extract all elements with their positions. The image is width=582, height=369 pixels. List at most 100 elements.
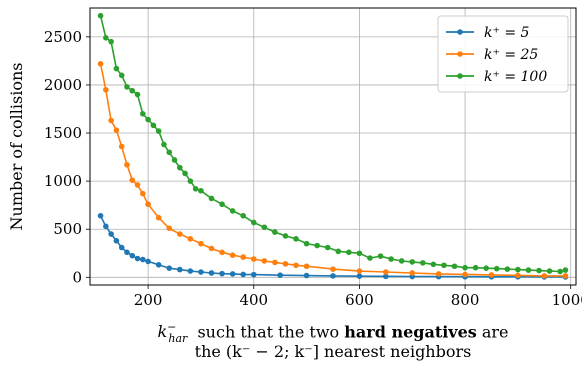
data-point: [261, 258, 268, 264]
data-point: [177, 231, 183, 237]
data-point: [219, 270, 225, 277]
legend: k⁺ = 5 k⁺ = 25 k⁺ = 100: [437, 15, 569, 93]
data-point: [97, 12, 104, 19]
data-point: [536, 267, 542, 274]
data-point: [515, 266, 521, 273]
data-point: [377, 253, 384, 259]
data-point: [155, 214, 162, 221]
data-point: [113, 237, 120, 244]
data-point: [108, 117, 114, 124]
data-point: [515, 272, 521, 279]
legend-box: [437, 15, 569, 93]
data-point: [166, 265, 173, 271]
series-layer: [97, 12, 569, 280]
data-point: [187, 236, 194, 242]
data-point: [97, 212, 104, 219]
data-point: [356, 273, 363, 279]
data-point: [108, 38, 114, 45]
data-point: [383, 269, 389, 275]
data-point: [150, 122, 157, 129]
data-point: [562, 267, 569, 273]
data-point: [557, 268, 563, 275]
x-axis-label: k−har such that the two hard negatives a…: [90, 318, 576, 349]
legend-label: k⁺ = 100: [484, 69, 547, 85]
data-point: [187, 268, 194, 274]
data-point: [155, 262, 162, 268]
data-point: [198, 269, 204, 275]
data-point: [383, 273, 389, 280]
data-point: [240, 212, 246, 219]
data-point: [272, 229, 278, 235]
data-point: [118, 143, 125, 150]
x-tick-label: 600: [345, 291, 374, 309]
data-point: [113, 65, 120, 72]
data-point: [409, 270, 416, 276]
data-point: [451, 263, 458, 270]
data-point: [97, 60, 104, 67]
x-label-text1: such that the two: [187, 322, 345, 342]
data-point: [472, 264, 479, 271]
data-point: [356, 268, 363, 274]
data-point: [198, 240, 204, 247]
data-point: [171, 157, 178, 163]
data-point: [140, 110, 146, 117]
data-point: [129, 177, 136, 183]
data-point: [282, 233, 289, 239]
data-point: [261, 224, 268, 231]
data-point: [324, 244, 331, 251]
data-point: [118, 244, 125, 251]
data-point: [145, 201, 151, 208]
x-tick-label: 1000: [552, 291, 582, 309]
data-point: [303, 263, 310, 270]
data-point: [129, 252, 136, 259]
data-point: [229, 271, 236, 277]
data-point: [277, 272, 283, 278]
data-point: [240, 254, 246, 260]
data-point: [330, 273, 336, 279]
axis-ticks: 200 400 600 800 1000 0 500 1000 1500 2000 2500: [44, 28, 582, 309]
y-tick-label: 1000: [44, 172, 82, 190]
data-point: [562, 273, 569, 279]
legend-marker: [457, 51, 463, 57]
data-point: [124, 161, 130, 168]
data-point: [182, 170, 188, 177]
data-point: [504, 266, 511, 272]
data-point: [145, 258, 151, 265]
x-var: k−har: [157, 321, 188, 345]
data-point: [462, 264, 468, 271]
data-point: [346, 249, 352, 256]
data-point: [103, 223, 109, 230]
data-point: [140, 256, 146, 263]
data-point: [462, 271, 468, 278]
data-point: [134, 182, 141, 188]
y-tick-label: 500: [53, 220, 82, 238]
data-point: [229, 208, 236, 214]
y-tick-label: 2000: [44, 76, 82, 94]
data-point: [525, 267, 532, 273]
data-point: [493, 265, 500, 272]
data-point: [113, 127, 120, 133]
data-point: [192, 186, 199, 192]
data-point: [103, 86, 109, 93]
series-line: [99, 63, 566, 277]
data-point: [118, 72, 125, 79]
data-point: [134, 255, 141, 262]
data-point: [430, 261, 437, 268]
data-point: [155, 128, 162, 134]
data-point: [303, 240, 310, 247]
plot-area: [89, 7, 577, 286]
data-point: [541, 273, 548, 279]
legend-marker: [457, 73, 463, 79]
y-tick-label: 1500: [44, 124, 82, 142]
x-axis-label-line2: the (k⁻ − 2; k⁻] nearest neighbors: [194, 342, 472, 361]
legend-label: k⁺ = 25: [484, 47, 538, 63]
data-point: [177, 266, 183, 273]
x-tick-label: 400: [239, 291, 268, 309]
data-point: [229, 252, 236, 258]
data-point: [166, 149, 173, 156]
data-point: [103, 35, 109, 41]
data-point: [435, 271, 442, 277]
data-point: [219, 249, 225, 256]
data-point: [335, 248, 342, 255]
